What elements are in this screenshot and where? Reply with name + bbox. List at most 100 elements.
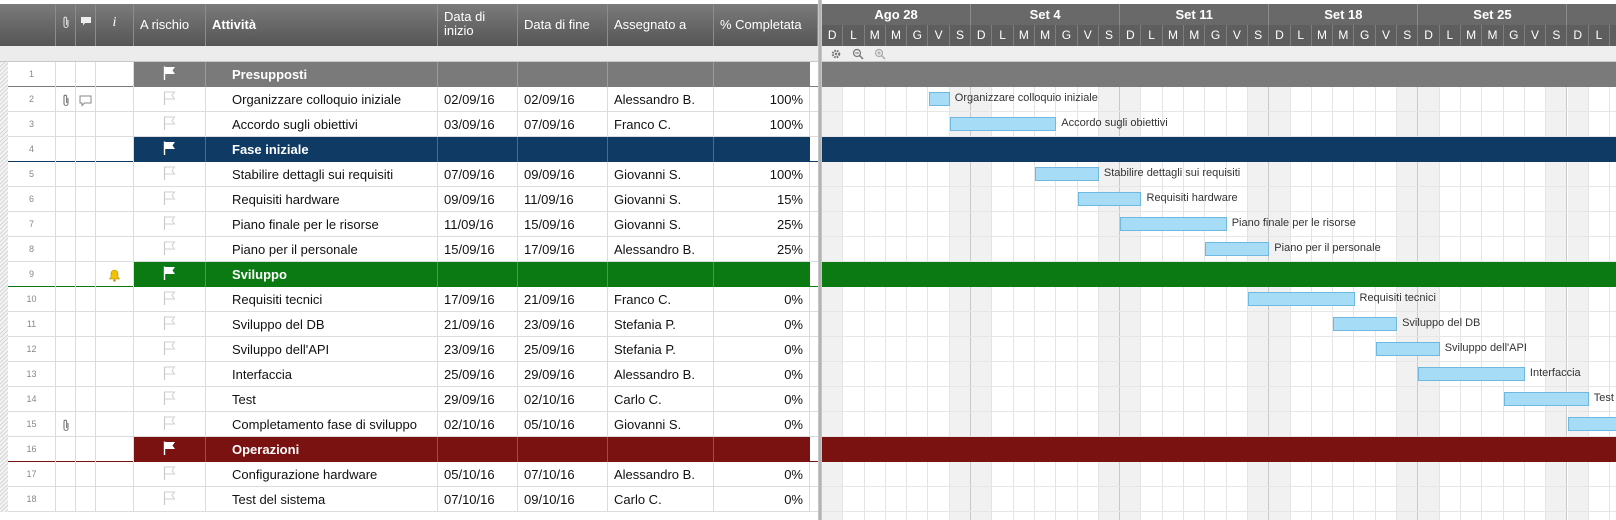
header-comments[interactable]: [76, 4, 96, 46]
row-drag-handle[interactable]: [0, 87, 8, 112]
info-cell[interactable]: [96, 187, 134, 212]
end-date-cell[interactable]: 11/09/16: [518, 187, 608, 212]
start-date-cell[interactable]: 15/09/16: [438, 237, 518, 262]
row-drag-handle[interactable]: [0, 212, 8, 237]
row-drag-handle[interactable]: [0, 137, 8, 162]
task-name-cell[interactable]: Sviluppo dell'API: [206, 337, 438, 362]
start-date-cell[interactable]: [438, 437, 518, 462]
percent-complete-cell[interactable]: 0%: [714, 337, 810, 362]
comment-cell[interactable]: [76, 437, 96, 462]
info-cell[interactable]: [96, 137, 134, 162]
assigned-to-cell[interactable]: Franco C.: [608, 112, 714, 137]
assigned-to-cell[interactable]: [608, 137, 714, 162]
at-risk-cell[interactable]: [134, 437, 206, 462]
gantt-task-bar[interactable]: [1503, 392, 1589, 406]
task-name-cell[interactable]: Fase iniziale: [206, 137, 438, 162]
at-risk-cell[interactable]: [134, 412, 206, 437]
pane-splitter[interactable]: [818, 0, 822, 520]
comment-cell[interactable]: [76, 87, 96, 112]
info-cell[interactable]: [96, 337, 134, 362]
end-date-cell[interactable]: 07/10/16: [518, 462, 608, 487]
info-cell[interactable]: [96, 162, 134, 187]
row-drag-handle[interactable]: [0, 487, 8, 512]
table-row[interactable]: 14 Test 29/09/16 02/10/16 Carlo C. 0%: [0, 387, 818, 412]
percent-complete-cell[interactable]: 0%: [714, 287, 810, 312]
attachment-cell[interactable]: [56, 337, 76, 362]
task-name-cell[interactable]: Sviluppo del DB: [206, 312, 438, 337]
header-assigned-to[interactable]: Assegnato a: [608, 4, 714, 46]
comment-cell[interactable]: [76, 487, 96, 512]
info-cell[interactable]: [96, 262, 134, 287]
start-date-cell[interactable]: 29/09/16: [438, 387, 518, 412]
percent-complete-cell[interactable]: [714, 62, 810, 87]
header-task[interactable]: Attività: [206, 4, 438, 46]
end-date-cell[interactable]: 07/09/16: [518, 112, 608, 137]
assigned-to-cell[interactable]: Stefania P.: [608, 312, 714, 337]
row-drag-handle[interactable]: [0, 162, 8, 187]
zoom-in-icon[interactable]: [874, 46, 886, 62]
end-date-cell[interactable]: 02/10/16: [518, 387, 608, 412]
percent-complete-cell[interactable]: 25%: [714, 212, 810, 237]
info-cell[interactable]: [96, 462, 134, 487]
percent-complete-cell[interactable]: [714, 262, 810, 287]
table-row[interactable]: 13 Interfaccia 25/09/16 29/09/16 Alessandro …: [0, 362, 818, 387]
at-risk-cell[interactable]: [134, 212, 206, 237]
start-date-cell[interactable]: 11/09/16: [438, 212, 518, 237]
task-name-cell[interactable]: Test: [206, 387, 438, 412]
gear-icon[interactable]: [830, 46, 842, 62]
zoom-out-icon[interactable]: [852, 46, 864, 62]
assigned-to-cell[interactable]: Carlo C.: [608, 487, 714, 512]
at-risk-cell[interactable]: [134, 137, 206, 162]
row-drag-handle[interactable]: [0, 362, 8, 387]
table-row[interactable]: 10 Requisiti tecnici 17/09/16 21/09/16 Franc…: [0, 287, 818, 312]
comment-cell[interactable]: [76, 112, 96, 137]
end-date-cell[interactable]: 15/09/16: [518, 212, 608, 237]
flag-filled-icon[interactable]: [163, 438, 176, 462]
end-date-cell[interactable]: 21/09/16: [518, 287, 608, 312]
table-row[interactable]: 12 Sviluppo dell'API 23/09/16 25/09/16 Stefa…: [0, 337, 818, 362]
flag-outline-icon[interactable]: [163, 363, 176, 387]
at-risk-cell[interactable]: [134, 462, 206, 487]
percent-complete-cell[interactable]: 25%: [714, 237, 810, 262]
row-drag-handle[interactable]: [0, 312, 8, 337]
at-risk-cell[interactable]: [134, 387, 206, 412]
start-date-cell[interactable]: 17/09/16: [438, 287, 518, 312]
bell-icon[interactable]: [108, 267, 121, 282]
task-name-cell[interactable]: Organizzare colloquio iniziale: [206, 87, 438, 112]
start-date-cell[interactable]: 02/10/16: [438, 412, 518, 437]
end-date-cell[interactable]: [518, 137, 608, 162]
at-risk-cell[interactable]: [134, 112, 206, 137]
comment-icon[interactable]: [79, 92, 92, 107]
header-percent-complete[interactable]: % Completata: [714, 4, 818, 46]
attachment-cell[interactable]: [56, 212, 76, 237]
start-date-cell[interactable]: [438, 262, 518, 287]
end-date-cell[interactable]: 05/10/16: [518, 412, 608, 437]
assigned-to-cell[interactable]: Alessandro B.: [608, 237, 714, 262]
attachment-cell[interactable]: [56, 237, 76, 262]
table-row[interactable]: 3 Accordo sugli obiettivi 03/09/16 07/09/16…: [0, 112, 818, 137]
task-name-cell[interactable]: Presupposti: [206, 62, 438, 87]
attachment-cell[interactable]: [56, 412, 76, 437]
gantt-task-bar[interactable]: [1333, 317, 1398, 331]
header-attachments[interactable]: [56, 4, 76, 46]
attachment-cell[interactable]: [56, 62, 76, 87]
comment-cell[interactable]: [76, 162, 96, 187]
task-name-cell[interactable]: Requisiti tecnici: [206, 287, 438, 312]
comment-cell[interactable]: [76, 212, 96, 237]
flag-filled-icon[interactable]: [163, 138, 176, 162]
assigned-to-cell[interactable]: [608, 62, 714, 87]
header-start-date[interactable]: Data di inizio: [438, 4, 518, 46]
flag-outline-icon[interactable]: [163, 313, 176, 337]
task-name-cell[interactable]: Configurazione hardware: [206, 462, 438, 487]
flag-outline-icon[interactable]: [163, 488, 176, 512]
flag-filled-icon[interactable]: [163, 63, 176, 87]
task-name-cell[interactable]: Piano per il personale: [206, 237, 438, 262]
start-date-cell[interactable]: 03/09/16: [438, 112, 518, 137]
row-drag-handle[interactable]: [0, 437, 8, 462]
gantt-task-bar[interactable]: [928, 92, 950, 106]
task-name-cell[interactable]: Piano finale per le risorse: [206, 212, 438, 237]
table-row[interactable]: 5 Stabilire dettagli sui requisiti 07/09/1…: [0, 162, 818, 187]
at-risk-cell[interactable]: [134, 237, 206, 262]
flag-outline-icon[interactable]: [163, 463, 176, 487]
info-cell[interactable]: [96, 62, 134, 87]
